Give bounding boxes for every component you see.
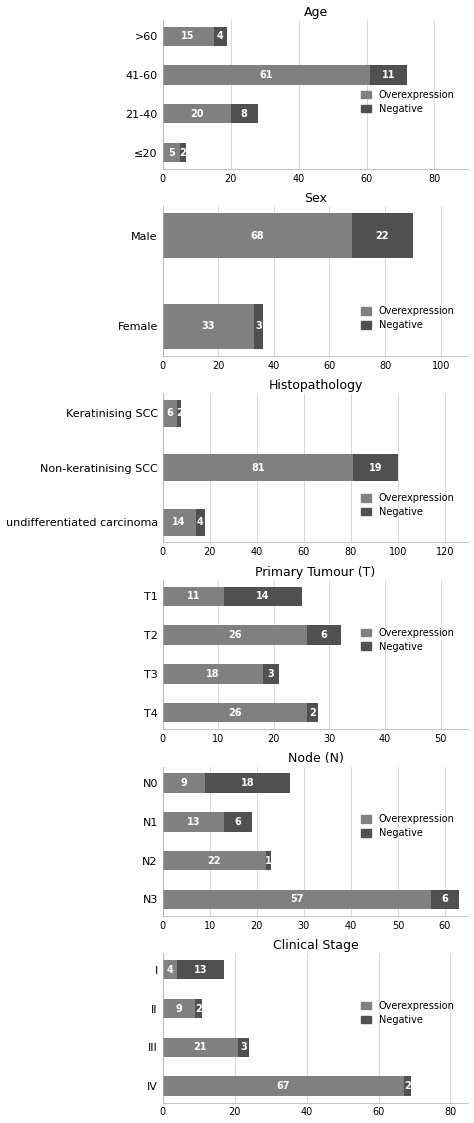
Bar bbox=[205, 774, 290, 793]
Text: 81: 81 bbox=[251, 463, 265, 473]
Bar bbox=[266, 851, 271, 870]
Text: 3: 3 bbox=[268, 669, 274, 679]
Bar bbox=[307, 703, 319, 722]
Bar bbox=[238, 1038, 249, 1057]
Bar bbox=[404, 1077, 411, 1096]
Legend: Overexpression, Negative: Overexpression, Negative bbox=[358, 86, 457, 117]
Text: 9: 9 bbox=[181, 778, 187, 788]
Bar bbox=[431, 889, 459, 910]
Bar bbox=[177, 400, 182, 427]
Text: 13: 13 bbox=[186, 816, 200, 827]
Legend: Overexpression, Negative: Overexpression, Negative bbox=[358, 303, 457, 334]
Bar bbox=[163, 454, 353, 482]
Bar bbox=[163, 1077, 404, 1096]
Text: 15: 15 bbox=[182, 31, 195, 42]
Text: 1: 1 bbox=[265, 856, 272, 866]
Text: 11: 11 bbox=[382, 70, 395, 80]
Text: 2: 2 bbox=[404, 1081, 410, 1092]
Text: 19: 19 bbox=[369, 463, 383, 473]
Bar bbox=[180, 143, 186, 163]
Text: 6: 6 bbox=[235, 816, 241, 827]
Bar bbox=[353, 454, 398, 482]
Text: 61: 61 bbox=[260, 70, 273, 80]
Text: 3: 3 bbox=[240, 1042, 247, 1052]
Text: 8: 8 bbox=[241, 109, 247, 119]
Bar bbox=[163, 998, 195, 1019]
Bar bbox=[195, 998, 202, 1019]
Bar bbox=[263, 664, 279, 684]
Title: Age: Age bbox=[303, 6, 328, 19]
Text: 2: 2 bbox=[310, 707, 316, 718]
Legend: Overexpression, Negative: Overexpression, Negative bbox=[358, 812, 457, 841]
Bar bbox=[163, 960, 177, 979]
Bar bbox=[163, 1038, 238, 1057]
Bar bbox=[177, 960, 224, 979]
Text: 33: 33 bbox=[202, 321, 215, 331]
Text: 4: 4 bbox=[197, 517, 204, 527]
Text: 22: 22 bbox=[375, 231, 389, 240]
Bar bbox=[307, 626, 341, 645]
Legend: Overexpression, Negative: Overexpression, Negative bbox=[358, 998, 457, 1028]
Bar bbox=[163, 889, 431, 910]
Text: 22: 22 bbox=[208, 856, 221, 866]
Text: 6: 6 bbox=[442, 894, 448, 904]
Text: 4: 4 bbox=[217, 31, 224, 42]
Bar bbox=[163, 851, 266, 870]
Text: 2: 2 bbox=[195, 1004, 202, 1014]
Bar bbox=[163, 27, 214, 46]
Bar bbox=[163, 143, 180, 163]
Bar bbox=[224, 586, 301, 606]
Bar bbox=[163, 509, 196, 536]
Legend: Overexpression, Negative: Overexpression, Negative bbox=[358, 491, 457, 520]
Bar bbox=[163, 812, 224, 831]
Text: 13: 13 bbox=[194, 965, 207, 975]
Text: 5: 5 bbox=[168, 147, 174, 157]
Text: 2: 2 bbox=[180, 147, 186, 157]
Title: Sex: Sex bbox=[304, 192, 327, 206]
Text: 68: 68 bbox=[250, 231, 264, 240]
Bar bbox=[163, 104, 231, 124]
Bar bbox=[163, 774, 205, 793]
Text: 6: 6 bbox=[320, 630, 327, 640]
Text: 67: 67 bbox=[276, 1081, 290, 1092]
Bar bbox=[224, 812, 252, 831]
Text: 57: 57 bbox=[290, 894, 303, 904]
Title: Primary Tumour (T): Primary Tumour (T) bbox=[255, 566, 376, 578]
Text: 18: 18 bbox=[240, 778, 254, 788]
Bar bbox=[352, 213, 413, 258]
Bar bbox=[231, 104, 258, 124]
Bar bbox=[163, 703, 307, 722]
Title: Clinical Stage: Clinical Stage bbox=[273, 939, 358, 952]
Title: Node (N): Node (N) bbox=[288, 752, 344, 766]
Bar bbox=[163, 303, 255, 349]
Text: 26: 26 bbox=[228, 707, 242, 718]
Legend: Overexpression, Negative: Overexpression, Negative bbox=[358, 624, 457, 655]
Title: Histopathology: Histopathology bbox=[268, 378, 363, 392]
Bar bbox=[214, 27, 227, 46]
Text: 26: 26 bbox=[228, 630, 242, 640]
Bar bbox=[163, 65, 370, 84]
Text: 18: 18 bbox=[206, 669, 219, 679]
Bar bbox=[370, 65, 407, 84]
Bar bbox=[196, 509, 205, 536]
Text: 14: 14 bbox=[173, 517, 186, 527]
Text: 3: 3 bbox=[255, 321, 262, 331]
Text: 2: 2 bbox=[176, 409, 182, 419]
Text: 14: 14 bbox=[256, 592, 270, 601]
Text: 9: 9 bbox=[175, 1004, 182, 1014]
Text: 6: 6 bbox=[166, 409, 173, 419]
Bar bbox=[163, 586, 224, 606]
Bar bbox=[255, 303, 263, 349]
Text: 20: 20 bbox=[190, 109, 203, 119]
Text: 4: 4 bbox=[166, 965, 173, 975]
Bar bbox=[163, 664, 263, 684]
Bar bbox=[163, 213, 352, 258]
Bar bbox=[163, 626, 307, 645]
Bar bbox=[163, 400, 177, 427]
Text: 11: 11 bbox=[186, 592, 200, 601]
Text: 21: 21 bbox=[194, 1042, 207, 1052]
